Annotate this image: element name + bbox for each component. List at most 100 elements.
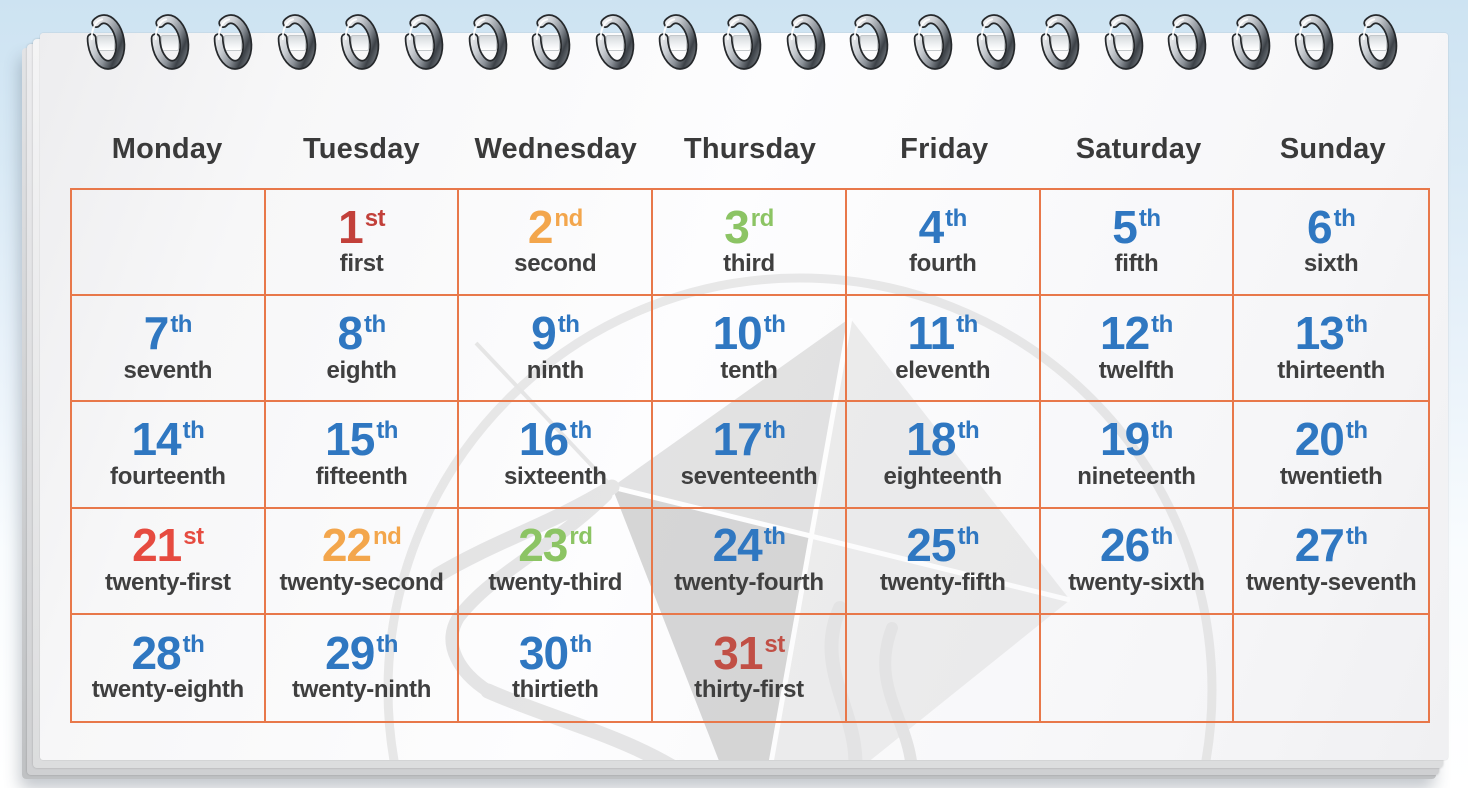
ordinal-suffix: th xyxy=(1151,417,1173,445)
ordinal-digits: 17 xyxy=(712,413,763,466)
ordinal-number xyxy=(1330,646,1332,690)
calendar-cell: 28th twenty-eighth xyxy=(72,614,266,721)
calendar-cell: 20th twentieth xyxy=(1234,402,1428,509)
ordinal-digits: 14 xyxy=(131,413,181,466)
ordinal-digits: 11 xyxy=(907,306,956,359)
ordinal-word: eleventh xyxy=(895,356,991,384)
calendar-cell: 2nd second xyxy=(459,190,654,297)
ordinal-digits: 15 xyxy=(325,413,375,466)
calendar-cell xyxy=(847,614,1041,721)
ordinal-suffix: th xyxy=(557,310,580,338)
punch-hole xyxy=(415,35,433,51)
ordinal-suffix: nd xyxy=(372,523,402,551)
binder-ring-icon xyxy=(146,6,194,74)
ordinal-number: 29th xyxy=(325,630,398,676)
calendar-cell: 27th twenty-seventh xyxy=(1234,509,1428,615)
ordinal-suffix: st xyxy=(764,630,785,658)
ordinal-number: 27th xyxy=(1295,522,1368,568)
ordinal-word: twenty-first xyxy=(104,569,231,597)
ordinal-suffix: th xyxy=(957,523,980,551)
ordinal-digits: 4 xyxy=(918,200,945,253)
ordinal-word: thirteenth xyxy=(1277,356,1385,384)
ordinal-suffix: st xyxy=(364,204,386,232)
ordinal-number: 22nd xyxy=(322,522,402,568)
punch-hole xyxy=(860,35,879,51)
ordinal-word: fifteenth xyxy=(315,462,408,490)
ordinal-suffix: nd xyxy=(554,204,583,232)
calendar-cell: 30th thirtieth xyxy=(459,614,654,721)
ordinal-word: sixth xyxy=(1303,250,1359,278)
binder-ring-icon xyxy=(273,6,321,74)
weekday-label: Thursday xyxy=(683,132,817,165)
ordinal-suffix: th xyxy=(182,417,205,445)
calendar-cell: 4th fourth xyxy=(846,190,1041,297)
ordinal-digits: 23 xyxy=(518,519,568,572)
calendar-cell: 31st thirty-first xyxy=(653,614,847,721)
ordinal-word: twenty-second xyxy=(279,569,444,597)
ordinal-number xyxy=(167,220,169,264)
binder-ring-icon xyxy=(1227,6,1275,74)
punch-hole xyxy=(478,35,497,51)
ordinal-number: 30th xyxy=(519,630,592,676)
ordinal-number: 24th xyxy=(713,522,786,568)
ordinal-digits: 16 xyxy=(518,413,569,466)
binder-ring-icon xyxy=(909,6,957,74)
binder-ring-icon xyxy=(336,6,384,74)
binder-ring-icon xyxy=(1036,6,1084,74)
ordinal-number xyxy=(1135,646,1137,690)
calendar-cell: 23rd twenty-third xyxy=(459,508,654,615)
ordinal-word: twenty-eighth xyxy=(91,676,244,704)
ordinal-number: 3rd xyxy=(724,204,774,250)
punch-hole xyxy=(1178,35,1197,51)
punch-hole xyxy=(1051,35,1069,51)
ordinal-word: tenth xyxy=(720,356,778,384)
ordinal-number: 26th xyxy=(1100,522,1173,568)
ordinal-suffix: th xyxy=(376,417,398,445)
calendar-cell: 19th nineteenth xyxy=(1040,402,1235,509)
ordinal-word: third xyxy=(723,250,775,278)
calendar-cell xyxy=(1234,615,1428,721)
ordinal-number: 17th xyxy=(713,416,786,462)
binder-rings xyxy=(0,0,1468,90)
notepad-page: Monday Tuesday Wednesday Thursday Friday… xyxy=(40,33,1448,760)
punch-hole xyxy=(923,35,942,51)
punch-hole xyxy=(351,35,370,51)
calendar-cell: 5th fifth xyxy=(1040,190,1235,297)
calendar-cell: 15th fifteenth xyxy=(265,402,460,509)
ordinal-suffix: th xyxy=(763,523,786,551)
calendar-grid: 1st first 2nd second 3rd third 4th fourt… xyxy=(70,188,1430,723)
ordinal-number: 14th xyxy=(131,416,205,462)
ordinal-number: 9th xyxy=(531,310,580,356)
ordinal-word: twenty-fifth xyxy=(879,569,1006,597)
binder-ring-icon xyxy=(845,6,893,74)
ordinal-digits: 21 xyxy=(132,519,182,572)
ordinal-word: twenty-fourth xyxy=(674,569,824,597)
punch-hole xyxy=(224,35,243,51)
calendar-cell: 26th twenty-sixth xyxy=(1040,508,1235,615)
calendar-cell: 3rd third xyxy=(653,190,847,297)
ordinal-number: 28th xyxy=(131,630,205,676)
ordinal-digits: 5 xyxy=(1112,200,1138,253)
ordinal-word: twenty-third xyxy=(488,569,623,597)
ordinal-suffix: rd xyxy=(569,523,593,551)
ordinal-suffix: th xyxy=(945,204,967,232)
ordinal-word: twenty-sixth xyxy=(1068,569,1205,597)
ordinal-suffix: th xyxy=(182,630,205,658)
punch-hole xyxy=(160,35,179,51)
calendar-cell: 10th tenth xyxy=(653,296,847,403)
calendar-cell: 13th thirteenth xyxy=(1234,296,1428,403)
ordinal-digits: 18 xyxy=(906,413,956,466)
ordinal-number: 7th xyxy=(144,310,193,356)
ordinal-suffix: th xyxy=(376,630,398,658)
ordinal-number: 12th xyxy=(1100,310,1173,356)
ordinal-word: fourth xyxy=(908,250,977,278)
calendar-cell: 17th seventeenth xyxy=(653,402,847,509)
weekday-label: Monday xyxy=(111,132,223,165)
ordinal-suffix: th xyxy=(1151,523,1173,551)
ordinal-suffix: st xyxy=(183,523,204,551)
ordinal-suffix: th xyxy=(1345,310,1368,338)
ordinal-number: 31st xyxy=(713,630,785,676)
calendar-cell: 24th twenty-fourth xyxy=(653,508,847,615)
ordinal-digits: 25 xyxy=(906,519,956,572)
